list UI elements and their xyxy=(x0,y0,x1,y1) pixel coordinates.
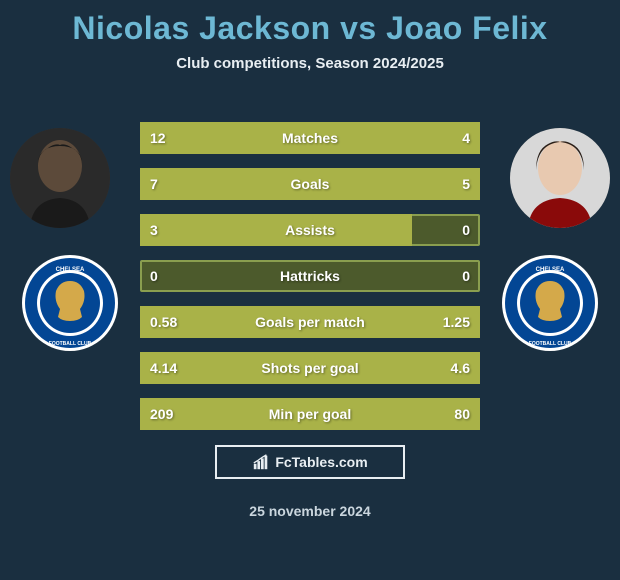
player-photo-left xyxy=(10,128,110,228)
chelsea-badge-icon: CHELSEA FOOTBALL CLUB xyxy=(20,253,120,353)
stat-value-right: 1.25 xyxy=(443,314,470,330)
stat-value-right: 80 xyxy=(454,406,470,422)
stat-value-right: 5 xyxy=(462,176,470,192)
stat-label: Goals xyxy=(291,176,330,192)
comparison-subtitle: Club competitions, Season 2024/2025 xyxy=(0,55,620,72)
svg-text:CHELSEA: CHELSEA xyxy=(536,267,565,273)
svg-text:CHELSEA: CHELSEA xyxy=(56,267,85,273)
stat-value-left: 12 xyxy=(150,130,166,146)
stat-row: 3 0 Assists xyxy=(140,214,480,246)
stat-row: 0 0 Hattricks xyxy=(140,260,480,292)
stat-bar-left-fill xyxy=(140,214,412,246)
branding-label: FcTables.com xyxy=(275,454,367,470)
branding-box: FcTables.com xyxy=(215,445,405,479)
club-badge-left: CHELSEA FOOTBALL CLUB xyxy=(20,253,120,353)
stat-row: 0.58 1.25 Goals per match xyxy=(140,306,480,338)
stat-label: Hattricks xyxy=(280,268,340,284)
stat-bar-right-fill xyxy=(337,168,480,200)
stat-value-left: 3 xyxy=(150,222,158,238)
stat-label: Shots per goal xyxy=(261,360,358,376)
stat-bar-left-fill xyxy=(140,122,395,154)
fctables-logo-icon xyxy=(252,453,270,471)
stat-value-left: 4.14 xyxy=(150,360,177,376)
stat-value-right: 0 xyxy=(462,222,470,238)
stat-value-right: 0 xyxy=(462,268,470,284)
stat-row: 7 5 Goals xyxy=(140,168,480,200)
player-left-avatar-icon xyxy=(10,128,110,228)
player-right-avatar-icon xyxy=(510,128,610,228)
chelsea-badge-icon: CHELSEA FOOTBALL CLUB xyxy=(500,253,600,353)
player-photo-right xyxy=(510,128,610,228)
stat-row: 209 80 Min per goal xyxy=(140,398,480,430)
comparison-date: 25 november 2024 xyxy=(249,503,370,519)
stat-value-right: 4.6 xyxy=(451,360,470,376)
svg-text:FOOTBALL CLUB: FOOTBALL CLUB xyxy=(49,341,92,347)
stat-row: 4.14 4.6 Shots per goal xyxy=(140,352,480,384)
stats-container: 12 4 Matches 7 5 Goals 3 0 Assists 0 0 Hattricks 0.5… xyxy=(140,122,480,444)
stat-value-right: 4 xyxy=(462,130,470,146)
stat-label: Goals per match xyxy=(255,314,365,330)
svg-text:FOOTBALL CLUB: FOOTBALL CLUB xyxy=(529,341,572,347)
club-badge-right: CHELSEA FOOTBALL CLUB xyxy=(500,253,600,353)
stat-row: 12 4 Matches xyxy=(140,122,480,154)
stat-value-left: 0 xyxy=(150,268,158,284)
stat-value-left: 7 xyxy=(150,176,158,192)
stat-value-left: 0.58 xyxy=(150,314,177,330)
stat-value-left: 209 xyxy=(150,406,173,422)
stat-label: Matches xyxy=(282,130,338,146)
stat-label: Min per goal xyxy=(269,406,351,422)
comparison-title: Nicolas Jackson vs Joao Felix xyxy=(0,0,620,47)
stat-label: Assists xyxy=(285,222,335,238)
